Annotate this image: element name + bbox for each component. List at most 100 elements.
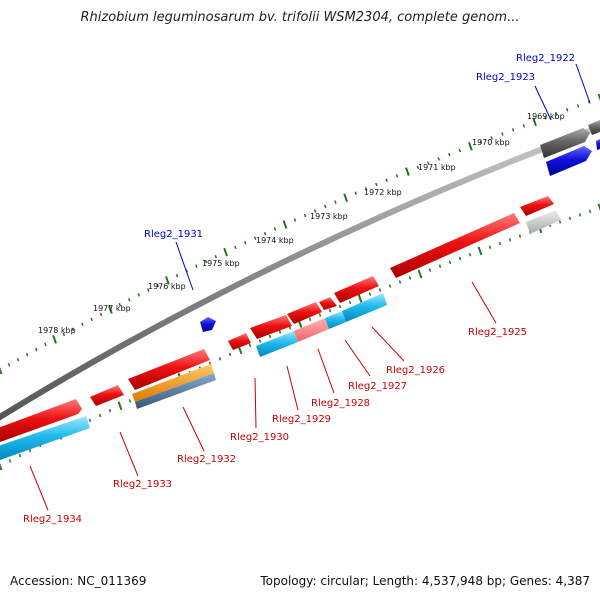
ruler-tick <box>501 132 504 136</box>
ruler-tick <box>137 293 140 297</box>
gene-label-rleg2-1931[interactable]: Rleg2_1931 <box>144 229 203 240</box>
gene-feature[interactable] <box>256 331 298 357</box>
gene-feature[interactable] <box>294 318 329 342</box>
ruler-tick <box>408 276 412 280</box>
ruler-tick <box>498 241 502 246</box>
ruler-tick <box>108 408 112 413</box>
ruler-tick <box>555 112 558 116</box>
gene-feature[interactable] <box>132 364 214 402</box>
ruler-tick <box>62 332 66 337</box>
gene-feature[interactable] <box>526 210 561 234</box>
ruler-tick <box>108 305 113 314</box>
ruler-tick <box>338 304 342 309</box>
ruler-tick <box>81 322 84 327</box>
gene-feature[interactable] <box>228 333 251 350</box>
ruler-tick <box>448 152 451 157</box>
ruler-tick <box>375 182 378 187</box>
gene-feature[interactable] <box>250 315 292 339</box>
ruler-label: 1975 kbp <box>202 259 240 268</box>
gene-label-rleg2-1925[interactable]: Rleg2_1925 <box>468 327 527 338</box>
gene-label-rleg2-1930[interactable]: Rleg2_1930 <box>230 432 289 443</box>
ruler-tick <box>468 252 472 257</box>
ruler-tick <box>16 357 20 362</box>
ruler-tick <box>328 308 332 313</box>
ruler-tick <box>368 292 372 296</box>
gene-feature[interactable] <box>200 317 216 332</box>
gene-feature[interactable] <box>0 399 82 442</box>
ruler-tick <box>282 220 288 229</box>
secondary-features <box>0 293 387 460</box>
gene-feature[interactable] <box>135 373 216 409</box>
gene-feature[interactable] <box>596 139 600 150</box>
gene-feature[interactable] <box>342 293 387 322</box>
ruler-label: 1976 kbp <box>148 282 186 291</box>
minus-strand-features <box>0 196 561 442</box>
gene-feature[interactable] <box>390 213 520 278</box>
gene-feature[interactable] <box>319 297 337 310</box>
ruler-tick <box>518 234 522 238</box>
ruler-tick <box>52 335 57 344</box>
ruler-tick <box>44 342 47 347</box>
genome-backbone <box>0 123 600 421</box>
ruler-tick <box>385 178 388 182</box>
gene-feature[interactable] <box>0 416 90 460</box>
ruler-tick <box>268 334 272 339</box>
ruler-tick <box>597 203 600 212</box>
gene-feature[interactable] <box>287 302 322 324</box>
ruler-tick <box>71 327 75 332</box>
ruler-tick <box>597 93 600 102</box>
ruler-tick <box>308 317 312 321</box>
ruler-tick <box>417 269 423 279</box>
gene-label-rleg2-1923[interactable]: Rleg2_1923 <box>476 72 535 83</box>
ruler-tick <box>88 418 92 423</box>
gene-label-rleg2-1929[interactable]: Rleg2_1929 <box>272 414 331 425</box>
gene-feature[interactable] <box>90 385 124 406</box>
ruler-tick <box>428 268 432 272</box>
accession-text: Accession: NC_011369 <box>10 574 147 588</box>
gene-label-rleg2-1932[interactable]: Rleg2_1932 <box>177 454 236 465</box>
ruler-tick <box>28 448 32 453</box>
ruler-tick <box>568 216 572 221</box>
gene-label-rleg2-1927[interactable]: Rleg2_1927 <box>348 381 407 392</box>
gene-feature[interactable] <box>540 128 590 158</box>
ruler-tick <box>532 117 537 127</box>
gene-feature[interactable] <box>520 196 554 216</box>
ruler-tick <box>273 227 277 231</box>
ruler-label: 1971 kbp <box>418 163 456 172</box>
map-title: Rhizobium leguminosarum bv. trifolii WSM… <box>80 10 520 25</box>
gene-label-rleg2-1934[interactable]: Rleg2_1934 <box>23 514 82 525</box>
gene-label-rleg2-1933[interactable]: Rleg2_1933 <box>113 479 172 490</box>
ruler-tick <box>263 231 267 236</box>
gene-feature[interactable] <box>128 349 210 390</box>
gene-feature[interactable] <box>588 120 600 135</box>
ruler-tick <box>479 140 483 144</box>
gene-label-rleg2-1928[interactable]: Rleg2_1928 <box>311 398 370 409</box>
ruler-tick <box>7 363 11 367</box>
gene-feature[interactable] <box>334 276 379 303</box>
ruler-tick <box>0 366 3 375</box>
ruler-tick <box>438 264 442 268</box>
ruler-tick <box>565 108 569 112</box>
ruler-tick <box>293 218 297 222</box>
ruler-tick <box>218 357 222 361</box>
genome-summary-text: Topology: circular; Length: 4,537,948 bp… <box>260 574 590 588</box>
gene-label-rleg2-1922[interactable]: Rleg2_1922 <box>516 53 575 64</box>
gene-label-rleg2-1926[interactable]: Rleg2_1926 <box>386 365 445 376</box>
ruler-tick <box>0 462 3 471</box>
ruler-tick <box>576 104 580 108</box>
gene-feature[interactable] <box>546 146 592 176</box>
ruler-tick <box>488 245 492 249</box>
ruler-tick <box>458 148 462 153</box>
ruler-tick <box>477 246 483 256</box>
ruler-tick <box>458 256 462 261</box>
ruler-label: 1974 kbp <box>256 236 294 245</box>
ruler-tick <box>118 302 122 307</box>
inner-ruler <box>0 203 600 471</box>
ruler-tick <box>416 165 420 170</box>
label-leaders <box>29 63 591 511</box>
outer-ruler <box>0 93 600 375</box>
ruler-tick <box>165 276 170 285</box>
gene-labels: Rleg2_1922 Rleg2_1923 Rleg2_1931 Rleg2_1… <box>23 53 575 525</box>
gene-feature[interactable] <box>325 311 346 329</box>
